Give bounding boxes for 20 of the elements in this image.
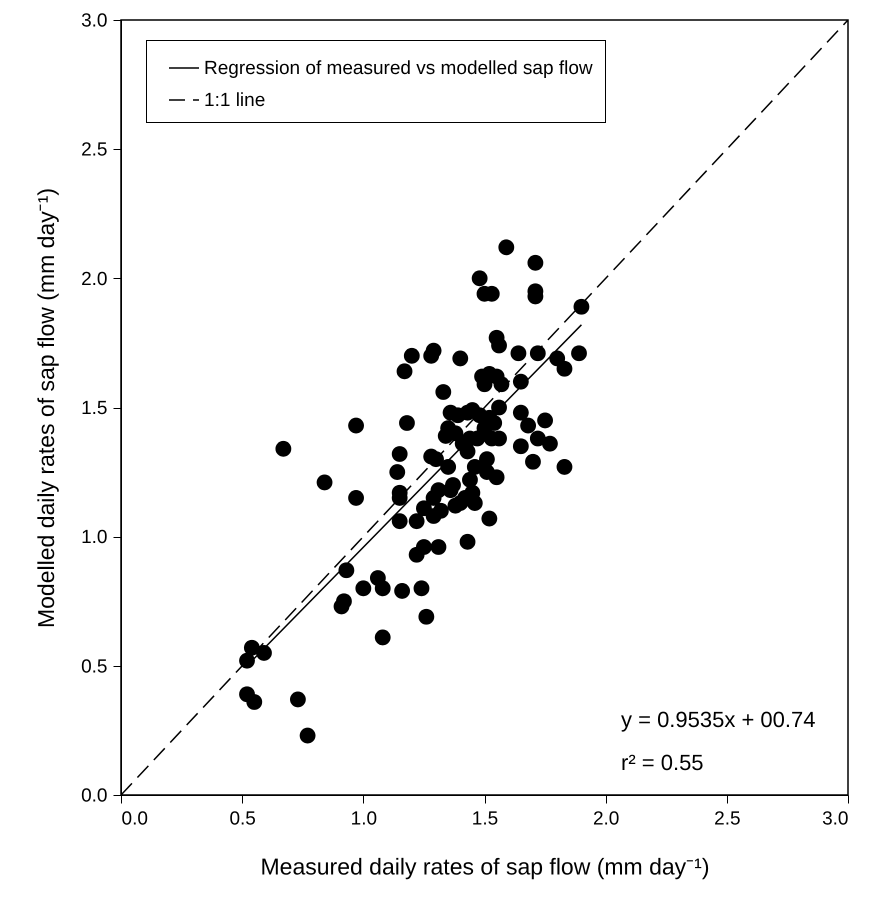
y-axis-title: Modelled daily rates of sap flow (mm day⁻¹) — [33, 188, 60, 628]
annotation: r² = 0.55 — [621, 750, 704, 775]
y-tick-label: 0.5 — [81, 656, 108, 678]
y-tick-label: 1.0 — [81, 527, 108, 548]
legend-label: 1:1 line — [204, 90, 266, 111]
y-tick-label: 2.5 — [81, 140, 108, 161]
x-tick-label: 3.0 — [822, 808, 848, 830]
x-tick-label: 0.5 — [229, 808, 256, 830]
x-tick-label: 0.0 — [122, 808, 148, 830]
x-tick-label: 1.0 — [350, 808, 378, 830]
y-tick-label: 0.0 — [81, 786, 108, 806]
x-axis-title: Measured daily rates of sap flow (mm day⁻¹) — [260, 854, 710, 880]
x-tick-label: 2.0 — [592, 808, 620, 830]
x-tick-label: 2.5 — [714, 808, 741, 830]
legend-label: Regression of measured vs modelled sap flow — [204, 58, 593, 79]
x-tick-label: 1.5 — [472, 808, 498, 830]
y-tick-label: 3.0 — [81, 10, 108, 32]
annotation: y = 0.9535x + 00.74 — [621, 707, 816, 732]
y-tick-label: 1.5 — [81, 398, 108, 419]
y-tick-label: 2.0 — [81, 268, 108, 290]
